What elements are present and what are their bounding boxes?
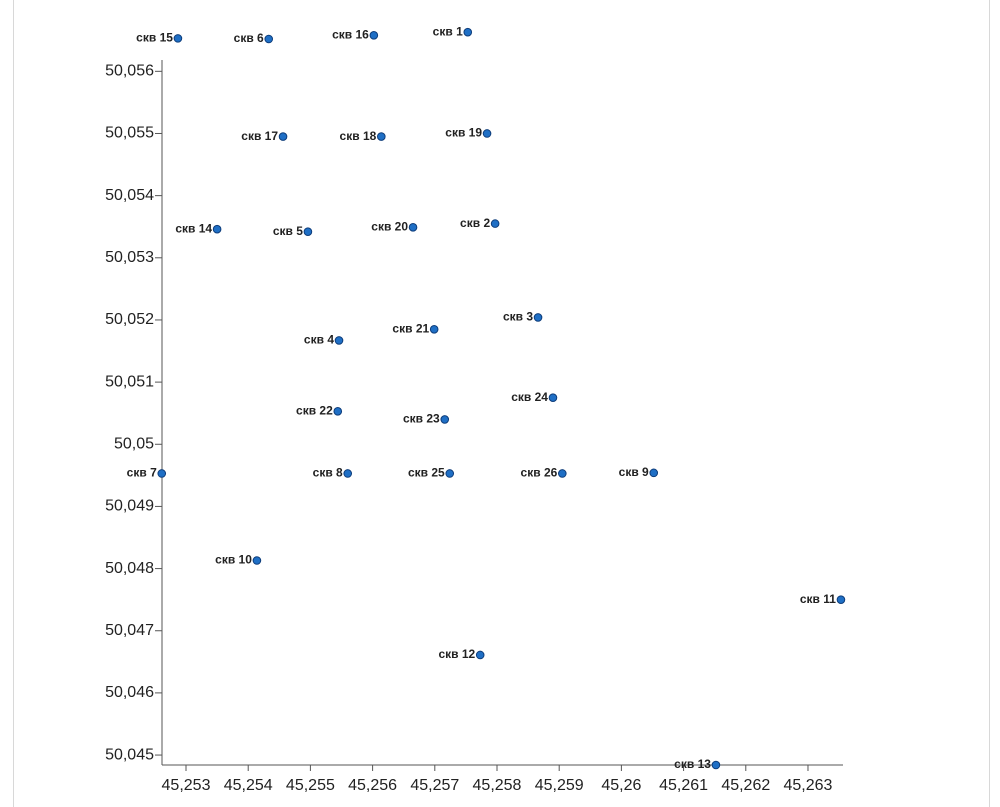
x-tick-label: 45,263 <box>784 777 833 794</box>
point <box>482 129 492 138</box>
point-label: скв 15 <box>136 31 173 45</box>
point-label: скв 14 <box>175 221 212 235</box>
point <box>278 132 288 141</box>
point-label: скв 12 <box>438 647 475 661</box>
point <box>445 469 455 478</box>
point <box>558 469 567 478</box>
point-label: скв 1 <box>433 24 463 38</box>
point <box>369 30 379 40</box>
x-tick-label: 45,257 <box>410 777 459 794</box>
point <box>408 223 418 232</box>
point <box>264 34 274 44</box>
point <box>173 34 183 43</box>
point <box>548 393 558 402</box>
point-label: скв 23 <box>403 412 440 426</box>
point <box>343 469 353 478</box>
y-tick-label: 50,056 <box>105 63 154 80</box>
x-tick-label: 45,26 <box>601 777 641 794</box>
point <box>252 556 262 565</box>
point <box>533 313 543 322</box>
point <box>711 760 721 770</box>
x-tick-label: 45,253 <box>162 777 211 794</box>
point <box>377 132 386 141</box>
point <box>334 336 344 345</box>
y-tick-label: 50,048 <box>105 560 154 577</box>
point-label: скв 10 <box>215 553 252 567</box>
y-tick-label: 50,053 <box>105 249 154 266</box>
point-label: скв 2 <box>460 216 490 230</box>
point <box>303 227 313 236</box>
point-label: скв 17 <box>241 129 278 143</box>
y-tick-label: 50,052 <box>105 311 154 328</box>
point-label: скв 5 <box>273 224 303 238</box>
point-label: скв 18 <box>340 129 377 143</box>
point-label: скв 7 <box>127 466 157 480</box>
point <box>475 650 485 660</box>
point-label: скв 24 <box>511 390 548 404</box>
y-tick-label: 50,047 <box>105 622 154 639</box>
y-tick-label: 50,046 <box>105 684 154 701</box>
y-tick-label: 50,05 <box>114 435 154 452</box>
point <box>333 407 343 416</box>
x-tick-label: 45,256 <box>348 777 397 794</box>
x-tick-label: 45,261 <box>659 777 708 794</box>
point-label: скв 20 <box>371 220 408 234</box>
point-label: скв 22 <box>296 403 333 417</box>
x-tick-label: 45,259 <box>535 777 584 794</box>
point-label: скв 6 <box>234 31 264 45</box>
point-label: скв 8 <box>313 466 343 480</box>
point <box>429 324 439 334</box>
point-label: скв 4 <box>304 333 334 347</box>
point-label: скв 9 <box>619 465 649 479</box>
point <box>836 595 846 604</box>
point-label: скв 11 <box>800 592 836 606</box>
point-label: скв 25 <box>408 466 445 480</box>
point-label: скв 19 <box>445 126 482 140</box>
x-tick-label: 45,255 <box>286 777 335 794</box>
point <box>157 469 167 478</box>
point-label: скв 21 <box>392 321 429 335</box>
point-label: скв 13 <box>674 757 711 771</box>
point-label: скв 3 <box>503 310 533 324</box>
x-tick-label: 45,262 <box>721 777 770 794</box>
y-tick-label: 50,049 <box>105 498 154 515</box>
point <box>463 27 473 37</box>
x-tick-label: 45,258 <box>473 777 522 794</box>
x-tick-label: 45,254 <box>224 777 273 794</box>
y-tick-label: 50,055 <box>105 125 154 142</box>
y-tick-label: 50,045 <box>105 746 154 763</box>
point <box>212 224 222 234</box>
y-tick-label: 50,054 <box>105 187 154 204</box>
point-label: скв 26 <box>521 466 558 480</box>
point <box>649 468 659 478</box>
point-label: скв 16 <box>332 27 369 41</box>
point <box>490 219 500 228</box>
y-tick-label: 50,051 <box>105 373 154 390</box>
point <box>440 415 450 424</box>
